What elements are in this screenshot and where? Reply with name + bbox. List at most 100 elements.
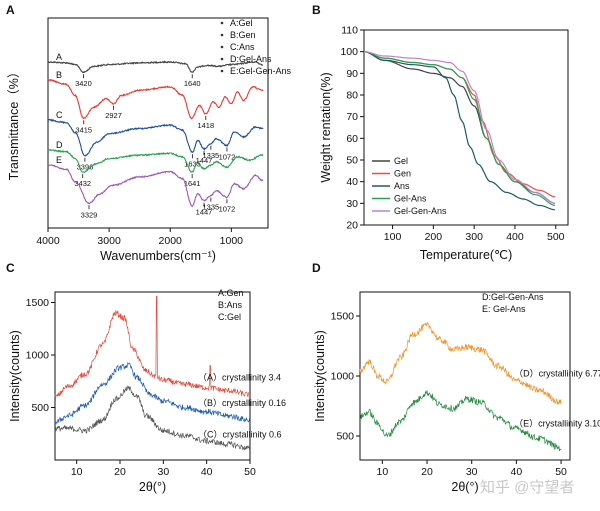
panel-a-peak-label-1335: 1335 xyxy=(203,151,220,160)
panel-a-ylabel: Transmittance（%） xyxy=(7,66,21,181)
panel-c-annotation-0: （A）crystallinity 3.4 xyxy=(198,372,281,382)
panel-c-xtick-label-20: 20 xyxy=(114,466,126,478)
panel-d-series-gel-gen-ans xyxy=(359,321,562,405)
panel-b-ytick-label-80: 80 xyxy=(346,90,358,102)
panel-a-series-label-d: D xyxy=(56,140,63,150)
panel-d-ytick-label-500: 500 xyxy=(336,431,354,443)
panel-a-series-d xyxy=(47,148,264,174)
panel-d-xtick-label-40: 40 xyxy=(511,466,523,478)
panel-c-letter: C xyxy=(6,261,15,275)
panel-b-ylabel: Weight rentation(%) xyxy=(319,72,333,182)
panel-b-ytick-label-60: 60 xyxy=(346,133,358,145)
panel-a-legend-dot xyxy=(220,21,224,25)
panel-d-ytick-label-1000: 1000 xyxy=(331,371,355,383)
panel-d-legend-1: E: Gel-Ans xyxy=(482,304,526,314)
panel-a-peak-label-3420: 3420 xyxy=(75,79,92,88)
panel-a-series-label-a: A xyxy=(56,52,62,62)
panel-a-series-a xyxy=(47,60,264,74)
panel-b-legend-gel: Gel xyxy=(394,156,408,166)
panel-a-xtick-label-2000: 2000 xyxy=(159,235,183,247)
panel-a-series-label-b: B xyxy=(56,70,62,80)
panel-c-ylabel: Intensity(counts) xyxy=(8,330,22,422)
panel-b-ytick-label-50: 50 xyxy=(346,155,358,167)
panel-a-peak-label-1641: 1641 xyxy=(184,179,201,188)
panel-a-legend-a: A:Gel xyxy=(230,18,253,28)
panel-a-legend-d: D:Gel-Ans xyxy=(230,54,272,64)
panel-a-peak-label-3329: 3329 xyxy=(81,210,98,219)
panel-d-xtick-label-10: 10 xyxy=(376,466,388,478)
panel-a-legend-c: C:Ans xyxy=(230,42,255,52)
panel-a-peak-label-3396: 3396 xyxy=(77,163,94,172)
panel-c-series-gen xyxy=(54,295,251,400)
panel-a-series-label-c: C xyxy=(56,110,63,120)
panel-b-series-gel xyxy=(363,51,556,204)
panel-a-peak-label-1072: 1072 xyxy=(219,204,236,213)
watermark-text: 知乎 @守望者 xyxy=(480,479,574,496)
panel-b-ytick-label-90: 90 xyxy=(346,68,358,80)
panel-c-series-gel xyxy=(54,385,251,451)
panel-b-series-ans xyxy=(363,51,555,211)
panel-b-legend-gel-ans: Gel-Ans xyxy=(394,194,427,204)
panel-b-xtick-label-500: 500 xyxy=(547,231,565,243)
panel-b-letter: B xyxy=(312,3,321,17)
panel-a-peak-label-1418: 1418 xyxy=(197,121,214,130)
panel-d-annotation-0: （D）crystallinity 6.77 xyxy=(514,368,600,378)
panel-a-legend-dot xyxy=(220,33,224,37)
panel-c-series-ans xyxy=(54,361,251,425)
panel-c-ytick-label-500: 500 xyxy=(31,402,49,414)
panel-a-legend-dot xyxy=(220,45,224,49)
panel-a-series-e xyxy=(47,164,264,208)
panel-a-letter: A xyxy=(6,3,15,17)
panel-c-legend-1: B:Ans xyxy=(218,300,243,310)
panel-a-series-c xyxy=(47,118,264,157)
panel-a-frame xyxy=(47,17,269,229)
panel-b-ytick-label-30: 30 xyxy=(346,198,358,210)
panel-b-series-gel-ans xyxy=(363,51,556,207)
panel-b-legend-ans: Ans xyxy=(394,181,410,191)
panel-d-legend-0: D:Gel-Gen-Ans xyxy=(482,292,544,302)
panel-a-peak-label-3415: 3415 xyxy=(75,125,92,134)
panel-c-xtick-label-30: 30 xyxy=(157,466,169,478)
panel-a-legend-dot xyxy=(220,69,224,73)
panel-b-legend-gel-gen-ans: Gel-Gen-Ans xyxy=(394,206,447,216)
panel-c-legend-2: C:Gel xyxy=(218,312,241,322)
panel-c-annotation-1: （B）crystallinity 0.16 xyxy=(198,398,286,408)
panel-a-peak-label-1072: 1072 xyxy=(219,153,236,162)
panel-a-peak-label-1447: 1447 xyxy=(196,208,213,217)
panel-c-xlabel: 2θ(°) xyxy=(139,480,166,494)
panel-d-ylabel: Intensity(counts) xyxy=(313,330,327,422)
panel-d-letter: D xyxy=(312,261,321,275)
panel-b-xtick-label-400: 400 xyxy=(506,231,524,243)
panel-a-peak-label-1635: 1635 xyxy=(184,159,201,168)
panel-b-ytick-label-110: 110 xyxy=(341,25,358,37)
panel-a-peak-label-3432: 3432 xyxy=(74,179,91,188)
panel-d-ytick-label-1500: 1500 xyxy=(331,311,355,323)
panel-a-xtick-label-1000: 1000 xyxy=(220,235,244,247)
panel-c-xtick-label-50: 50 xyxy=(244,466,256,478)
panel-a-series-b xyxy=(47,78,264,120)
panel-d-annotation-1: （E）crystallinity 3.10 xyxy=(514,418,600,428)
panel-c-xtick-label-40: 40 xyxy=(201,466,213,478)
panel-a-xlabel: Wavenumbers(cm⁻¹) xyxy=(100,249,216,263)
panel-b-ytick-label-100: 100 xyxy=(340,46,358,58)
panel-b-legend-gen: Gen xyxy=(394,169,411,179)
panel-a-series-label-e: E xyxy=(56,155,62,165)
panel-a-legend-dot xyxy=(220,57,224,61)
panel-a-peak-label-1640: 1640 xyxy=(184,79,201,88)
panel-c-ytick-label-1000: 1000 xyxy=(26,350,50,362)
panel-b-ytick-label-40: 40 xyxy=(346,176,358,188)
panel-a-xtick-label-4000: 4000 xyxy=(36,235,60,247)
panel-b-frame xyxy=(363,29,569,226)
panel-d-xtick-label-20: 20 xyxy=(421,466,433,478)
panel-a-legend-b: B:Gen xyxy=(230,30,256,40)
panel-b-xlabel: Temperature(℃) xyxy=(420,248,513,262)
panel-a-legend-e: E:Gel-Gen-Ans xyxy=(230,66,292,76)
panel-b-ytick-label-70: 70 xyxy=(346,111,358,123)
panel-a-peak-label-1447: 1447 xyxy=(196,156,213,165)
panel-c-legend-0: A:Gen xyxy=(218,288,244,298)
panel-c-xtick-label-10: 10 xyxy=(71,466,83,478)
panel-c-frame xyxy=(54,291,251,461)
panel-d-xlabel: 2θ(°) xyxy=(451,480,478,494)
panel-a-peak-label-2927: 2927 xyxy=(105,111,122,120)
